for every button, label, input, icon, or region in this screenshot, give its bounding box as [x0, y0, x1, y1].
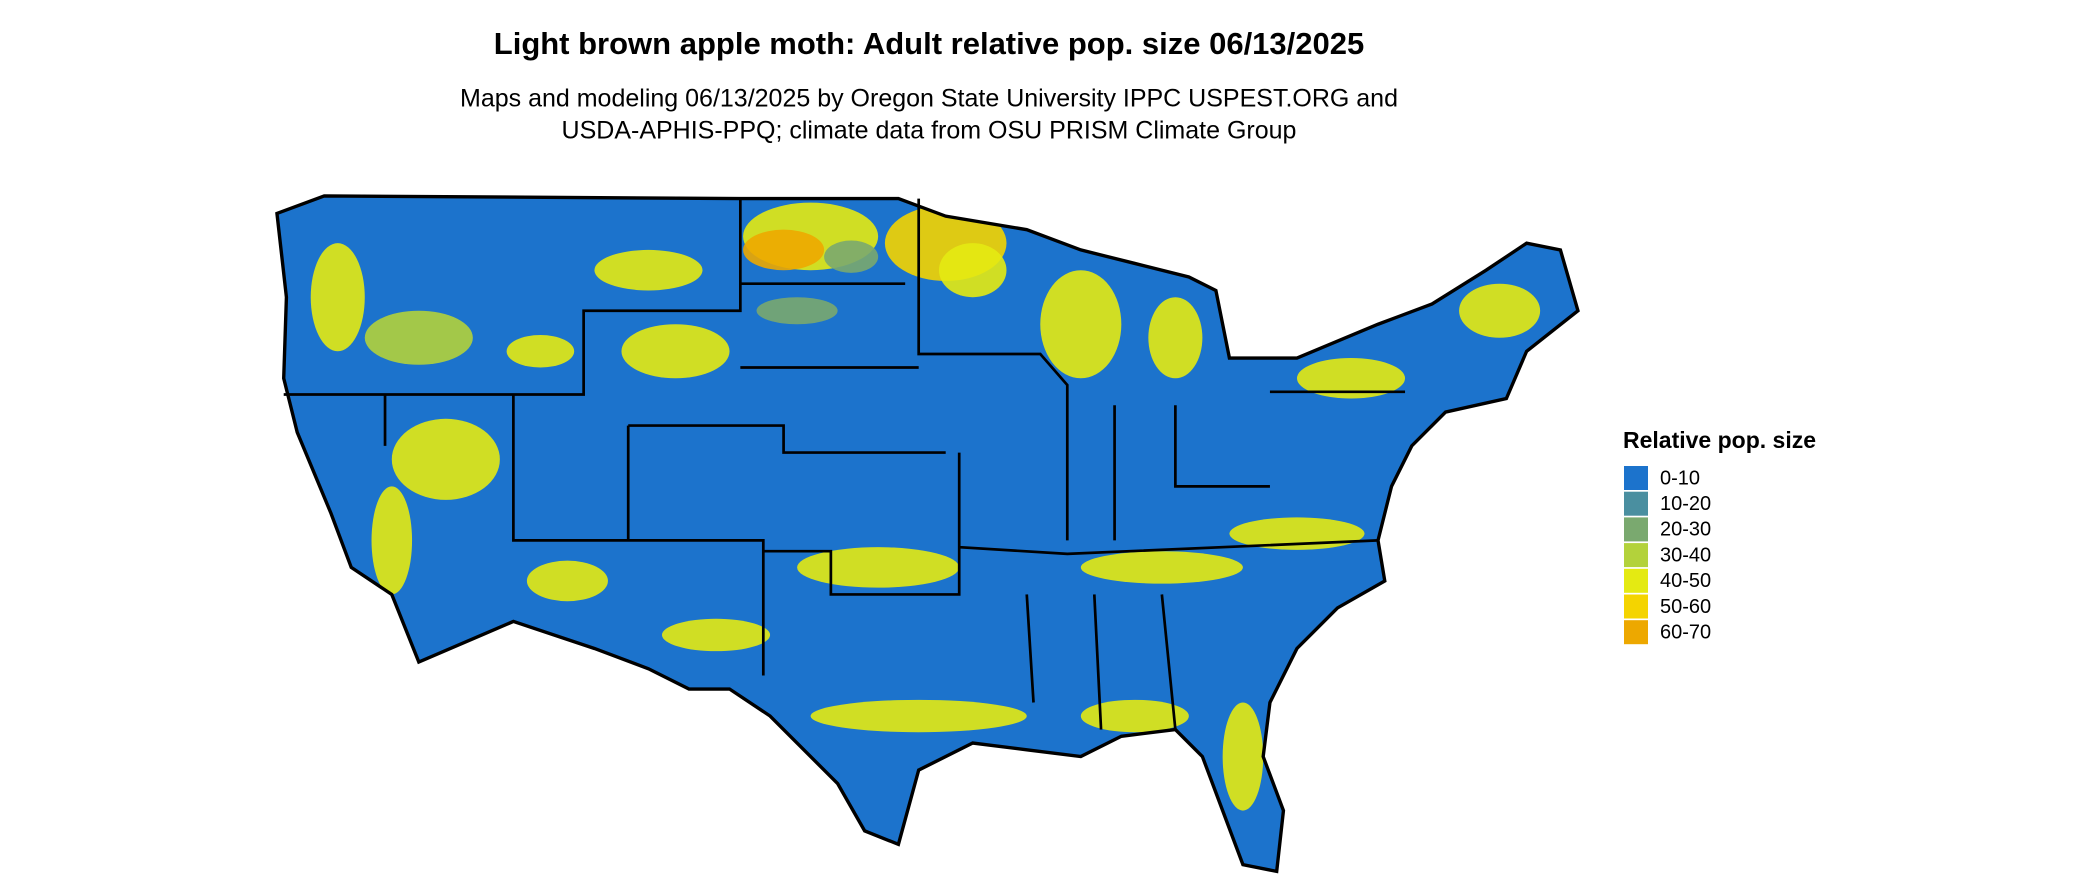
habitat-zone [364, 310, 473, 365]
habitat-zone [824, 240, 879, 273]
habitat-zone [797, 547, 960, 588]
legend-label: 10-20 [1660, 493, 1711, 515]
map-title: Light brown apple moth: Adult relative p… [494, 26, 1364, 61]
legend-swatch [1624, 543, 1648, 568]
habitat-zone [1148, 297, 1203, 379]
legend-label: 40-50 [1660, 570, 1711, 592]
legend: 0-10 10-20 20-30 30-40 40-50 50-60 60-70 [1624, 466, 1711, 645]
legend-swatch [1624, 620, 1648, 645]
habitat-zone [1459, 283, 1541, 338]
habitat-zone [1040, 270, 1122, 379]
habitat-zone [1296, 358, 1406, 399]
legend-swatch [1624, 517, 1648, 542]
us-outline [275, 194, 1580, 874]
habitat-zone [1080, 699, 1189, 733]
habitat-zone [371, 486, 413, 595]
legend-swatch [1624, 466, 1648, 490]
legend-title: Relative pop. size [1623, 427, 1816, 453]
habitat-zone [1222, 702, 1264, 811]
habitat-zone [310, 243, 365, 352]
habitat-zone [661, 618, 771, 652]
habitat-zone [621, 324, 730, 379]
legend-label: 60-70 [1660, 621, 1711, 643]
habitat-zone [810, 699, 1027, 733]
legend-label: 30-40 [1660, 544, 1711, 566]
habitat-zone [756, 297, 838, 325]
map-subtitle: Maps and modeling 06/13/2025 by Oregon S… [460, 85, 1398, 113]
habitat-zone [594, 249, 703, 291]
habitat-zone [526, 560, 608, 602]
legend-swatch [1624, 568, 1648, 593]
state-borders [283, 198, 1406, 730]
map-subtitle: USDA-APHIS-PPQ; climate data from OSU PR… [562, 117, 1297, 145]
habitat-zone [743, 229, 825, 271]
legend-swatch [1624, 594, 1648, 619]
habitat-zone [938, 243, 1007, 298]
legend-label: 50-60 [1660, 596, 1711, 618]
habitat-zone [1080, 551, 1243, 584]
legend-swatch [1624, 491, 1648, 516]
habitat-zone [391, 418, 500, 500]
habitat-zone [506, 335, 575, 368]
legend-label: 0-10 [1660, 467, 1700, 489]
legend-label: 20-30 [1660, 519, 1711, 541]
